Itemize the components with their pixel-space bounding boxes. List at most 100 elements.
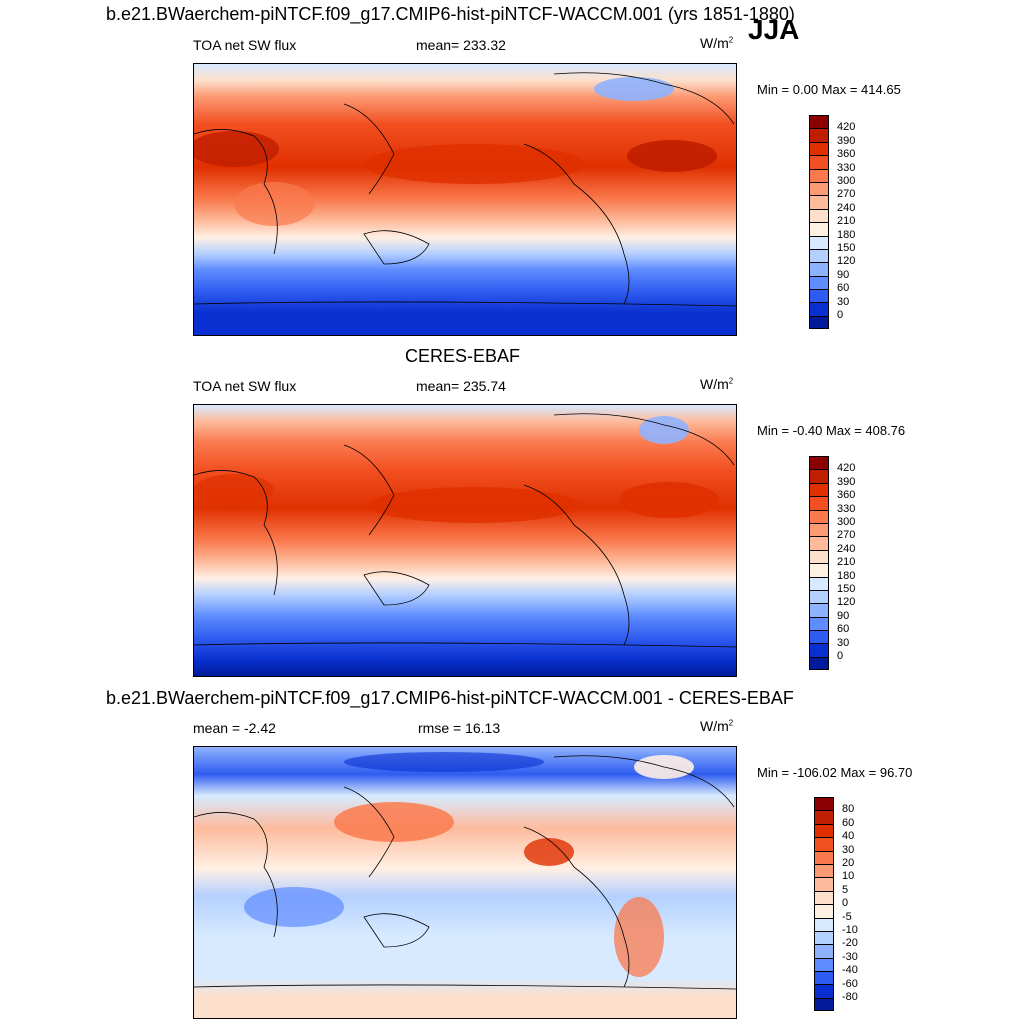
panel3-units: W/m2 bbox=[700, 718, 734, 734]
colorbar-tick-label: 5 bbox=[842, 883, 849, 896]
colorbar-swatch bbox=[809, 563, 829, 577]
colorbar-swatch bbox=[809, 248, 829, 263]
panel2-title: CERES-EBAF bbox=[405, 346, 521, 366]
colorbar-swatch bbox=[809, 262, 829, 276]
colorbar-swatch bbox=[809, 275, 829, 290]
colorbar-tick-label: 0 bbox=[842, 897, 849, 910]
panel1-minmax: Min = 0.00 Max = 414.65 bbox=[757, 82, 901, 97]
colorbar-tick-label: -10 bbox=[842, 924, 858, 936]
colorbar-tick-label: 210 bbox=[837, 556, 856, 569]
colorbar-swatch bbox=[809, 589, 829, 604]
panel2-colorbar: 420 390 360 330 300 270 240 210 180 150 120 90 60 30 0 bbox=[809, 456, 855, 671]
colorbar-swatch bbox=[814, 877, 834, 891]
colorbar-tick-label: 10 bbox=[842, 870, 855, 883]
colorbar-tick-label: 180 bbox=[837, 569, 856, 582]
colorbar-swatch bbox=[814, 984, 834, 998]
colorbar-swatch bbox=[809, 128, 829, 142]
colorbar-swatch bbox=[809, 549, 829, 564]
colorbar-swatch bbox=[814, 971, 834, 985]
colorbar-tick-label: 210 bbox=[837, 215, 856, 228]
panel2-minmax: Min = -0.40 Max = 408.76 bbox=[757, 423, 906, 438]
colorbar-tick-label: -5 bbox=[842, 910, 852, 923]
colorbar-swatch bbox=[809, 168, 829, 182]
colorbar-swatch bbox=[814, 944, 834, 958]
colorbar-swatch bbox=[809, 289, 829, 303]
panel1-colorbar: 420 390 360 330 300 270 240 210 180 150 120 90 60 30 0 bbox=[809, 115, 855, 330]
colorbar-swatch bbox=[809, 576, 829, 590]
colorbar-tick-label: 90 bbox=[837, 268, 850, 281]
colorbar-tick-label: 120 bbox=[837, 255, 856, 268]
colorbar-tick-label: 60 bbox=[837, 623, 850, 636]
colorbar-tick-label: 360 bbox=[837, 148, 856, 161]
colorbar-tick-label: 0 bbox=[837, 650, 844, 662]
colorbar-swatch bbox=[809, 616, 829, 631]
colorbar-swatch bbox=[809, 643, 829, 657]
colorbar-tick-label: 150 bbox=[837, 583, 856, 595]
colorbar-tick-label: 180 bbox=[837, 228, 856, 241]
colorbar-tick-label: -30 bbox=[842, 950, 858, 963]
panel3-map-svg bbox=[194, 747, 736, 1018]
colorbar-swatch bbox=[814, 997, 834, 1012]
colorbar-swatch bbox=[814, 904, 834, 918]
colorbar-swatch bbox=[809, 222, 829, 236]
colorbar-swatch bbox=[814, 850, 834, 864]
colorbar-swatch bbox=[809, 115, 829, 129]
colorbar-swatch bbox=[809, 181, 829, 196]
panel2-units: W/m2 bbox=[700, 376, 734, 392]
colorbar-tick-label: -60 bbox=[842, 977, 858, 990]
colorbar-tick-label: 150 bbox=[837, 242, 856, 254]
panel2-map-svg bbox=[194, 405, 736, 676]
colorbar-tick-label: 60 bbox=[837, 282, 850, 295]
panel1-units: W/m2 bbox=[700, 35, 734, 51]
colorbar-swatch bbox=[809, 630, 829, 644]
colorbar-tick-label: 330 bbox=[837, 161, 856, 174]
panel2-left-label: TOA net SW flux bbox=[193, 378, 297, 394]
colorbar-tick-label: 0 bbox=[837, 309, 844, 321]
colorbar-tick-label: 30 bbox=[837, 636, 850, 649]
colorbar-tick-label: 240 bbox=[837, 542, 856, 555]
colorbar-tick-label: 360 bbox=[837, 489, 856, 502]
colorbar-tick-label: 390 bbox=[837, 134, 856, 147]
colorbar-tick-label: 40 bbox=[842, 830, 855, 843]
colorbar-swatch bbox=[809, 656, 829, 671]
colorbar-swatch bbox=[809, 469, 829, 483]
colorbar-tick-label: 80 bbox=[842, 803, 855, 816]
colorbar-tick-label: 390 bbox=[837, 475, 856, 488]
colorbar-swatch bbox=[809, 302, 829, 316]
colorbar-tick-label: 420 bbox=[837, 121, 856, 134]
colorbar-tick-label: -80 bbox=[842, 991, 858, 1003]
panel3-mean: mean = -2.42 bbox=[193, 720, 276, 736]
colorbar-swatch bbox=[814, 890, 834, 905]
colorbar-tick-label: 300 bbox=[837, 175, 856, 187]
colorbar-swatch bbox=[814, 837, 834, 851]
colorbar-tick-label: 270 bbox=[837, 529, 856, 542]
panel1-title: b.e21.BWaerchem-piNTCF.f09_g17.CMIP6-his… bbox=[106, 4, 795, 24]
colorbar-swatch bbox=[809, 482, 829, 497]
panel3-minmax: Min = -106.02 Max = 96.70 bbox=[757, 765, 913, 780]
season-label: JJA bbox=[748, 14, 800, 45]
panel1-left-label: TOA net SW flux bbox=[193, 37, 297, 53]
colorbar-swatch bbox=[809, 141, 829, 156]
colorbar-swatch bbox=[809, 195, 829, 209]
colorbar-tick-label: 270 bbox=[837, 188, 856, 201]
colorbar-tick-label: 30 bbox=[837, 295, 850, 308]
colorbar-swatch bbox=[814, 957, 834, 972]
colorbar-tick-label: 420 bbox=[837, 462, 856, 475]
colorbar-tick-label: -40 bbox=[842, 964, 858, 977]
colorbar-swatch bbox=[809, 208, 829, 223]
panel1-mean: mean= 233.32 bbox=[416, 37, 506, 53]
colorbar-swatch bbox=[814, 863, 834, 878]
colorbar-swatch bbox=[809, 496, 829, 510]
panel3-map bbox=[193, 746, 737, 1019]
colorbar-swatch bbox=[809, 522, 829, 537]
colorbar-swatch bbox=[814, 810, 834, 824]
colorbar-swatch bbox=[809, 536, 829, 550]
colorbar-tick-label: 90 bbox=[837, 609, 850, 622]
panel3-rmse: rmse = 16.13 bbox=[418, 720, 501, 736]
colorbar-swatch bbox=[814, 917, 834, 931]
colorbar-tick-label: -20 bbox=[842, 937, 858, 950]
panel1-map-svg bbox=[194, 64, 736, 335]
colorbar-tick-label: 330 bbox=[837, 502, 856, 515]
colorbar-swatch bbox=[814, 797, 834, 811]
colorbar-tick-label: 240 bbox=[837, 201, 856, 214]
